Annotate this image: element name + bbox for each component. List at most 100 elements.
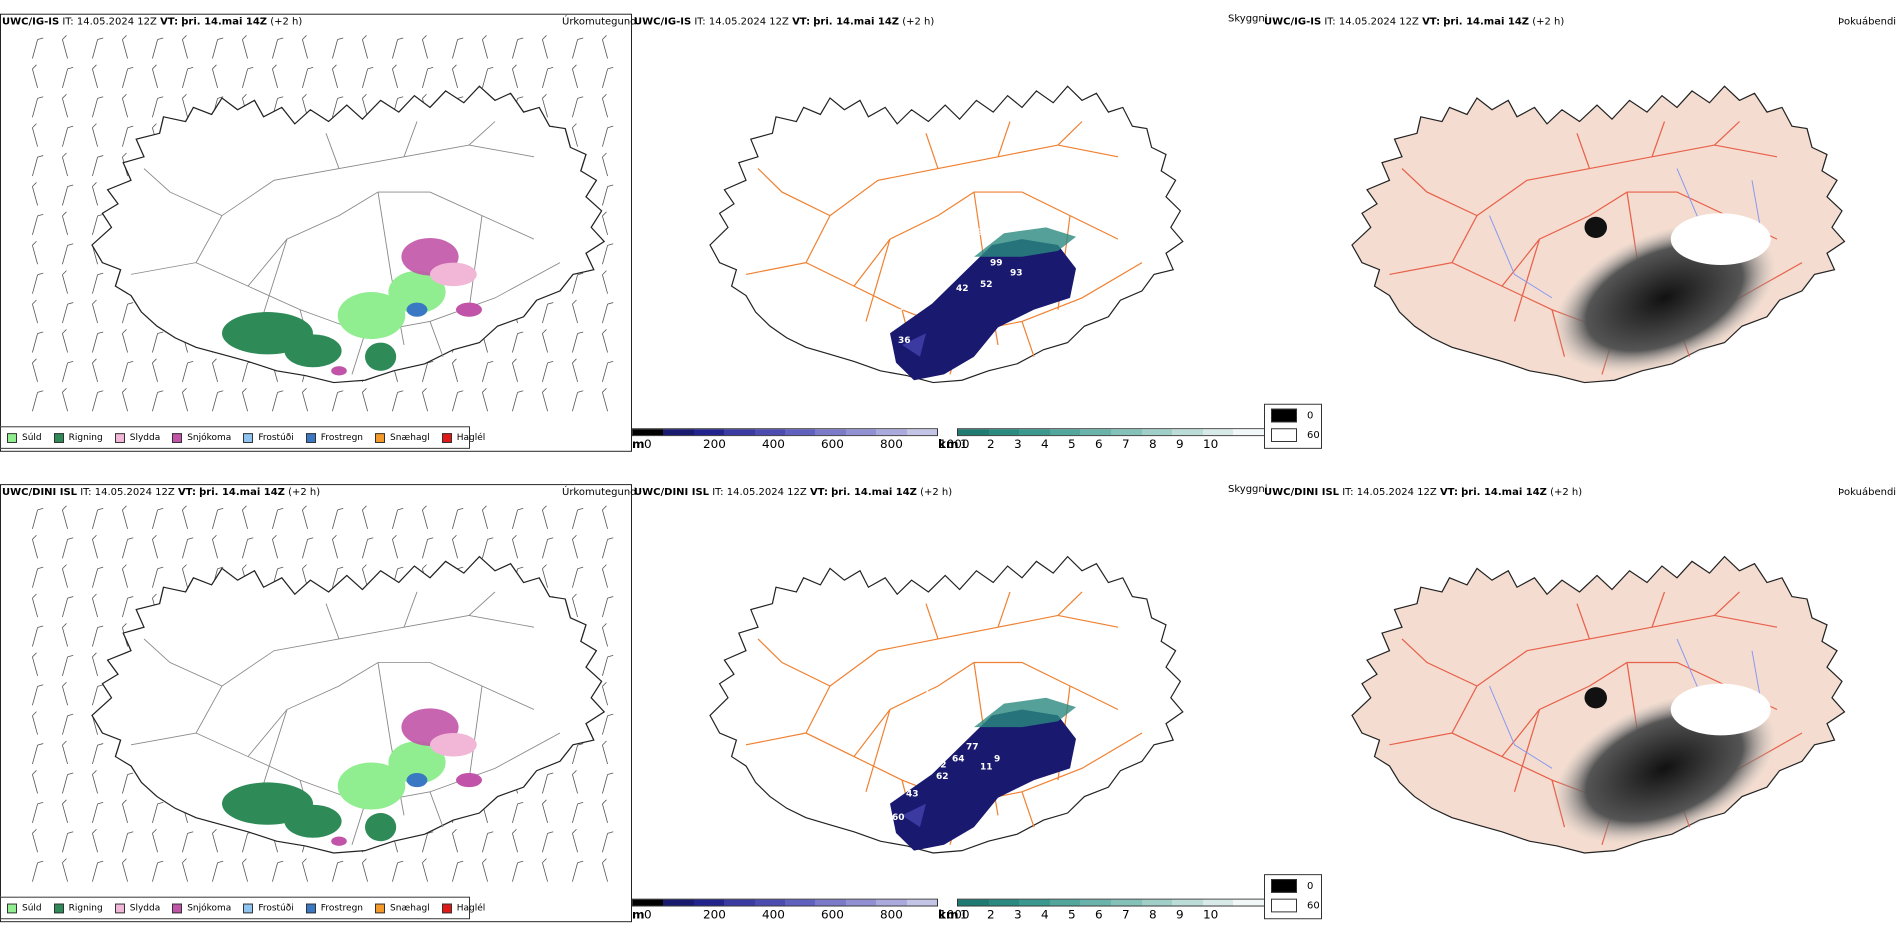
legend-item-2: Slydda bbox=[114, 903, 160, 913]
cloud-base-unit: m bbox=[632, 907, 645, 922]
vt-value: þri. 14.mai 14Z bbox=[1461, 487, 1547, 498]
legend-swatch bbox=[243, 903, 254, 913]
it-value: 14.05.2024 12Z bbox=[1338, 16, 1419, 28]
legend-swatch bbox=[305, 903, 316, 913]
cloud-base-tick: 600 bbox=[821, 437, 844, 451]
fog-header: UWC/IG-IS IT: 14.05.2024 12Z VT: þri. 14… bbox=[1264, 17, 1564, 28]
legend-item-7: Haglél bbox=[441, 903, 486, 913]
fog-scale: 0 60 bbox=[1264, 874, 1322, 920]
legend-swatch bbox=[375, 903, 386, 913]
fog-scale-label: 0 bbox=[1307, 880, 1314, 892]
legend-label: Frostregn bbox=[320, 432, 364, 443]
vt-label: VT: bbox=[1439, 487, 1458, 498]
visibility-tick: 9 bbox=[1176, 437, 1184, 451]
coastline bbox=[709, 555, 1184, 854]
legend-item-4: Frostúði bbox=[243, 903, 294, 913]
lead-time: (+2 h) bbox=[920, 487, 953, 498]
vt-label: VT: bbox=[160, 16, 179, 28]
visibility-tick: 10 bbox=[1203, 437, 1219, 451]
forecast-row-1: UWC/IG-IS IT: 14.05.2024 12Z VT: þri. 14… bbox=[0, 0, 1900, 466]
it-value: 14.05.2024 12Z bbox=[94, 487, 175, 498]
vt-label: VT: bbox=[792, 16, 811, 28]
precip-map-frame bbox=[0, 484, 632, 923]
visibility-tick: 5 bbox=[1068, 907, 1076, 922]
visibility-number: 62 bbox=[936, 772, 949, 782]
cloud-base-tick: 200 bbox=[703, 437, 726, 451]
legend-label: Snæhagl bbox=[390, 432, 430, 443]
visibility-tick: 2 bbox=[987, 437, 995, 451]
legend-swatch bbox=[7, 432, 17, 443]
visibility-number: 205 bbox=[944, 723, 963, 733]
visibility-header: UWC/IG-IS IT: 14.05.2024 12Z VT: þri. 14… bbox=[634, 17, 934, 28]
visibility-panel-title: Skyggni bbox=[1228, 484, 1268, 495]
legend-item-6: Snæhagl bbox=[375, 432, 430, 443]
visibility-tick: 1 bbox=[960, 437, 968, 451]
model-name: UWC/IG-IS bbox=[1264, 16, 1322, 28]
legend-swatch bbox=[305, 432, 316, 443]
model-name: UWC/IG-IS bbox=[634, 16, 692, 28]
legend-item-0: Súld bbox=[7, 432, 42, 443]
legend-swatch bbox=[53, 903, 64, 913]
precip-map bbox=[32, 505, 614, 882]
vt-label: VT: bbox=[177, 487, 196, 498]
cloud-base-tick: 400 bbox=[762, 437, 785, 451]
it-value: 14.05.2024 12Z bbox=[708, 16, 789, 28]
it-label: IT: bbox=[1324, 16, 1336, 28]
precip-type-panel: UWC/DINI ISL IT: 14.05.2024 12Z VT: þri.… bbox=[0, 470, 637, 923]
fog-header: UWC/DINI ISL IT: 14.05.2024 12Z VT: þri.… bbox=[1264, 487, 1582, 498]
fog-panel: UWC/DINI ISL IT: 14.05.2024 12Z VT: þri.… bbox=[1262, 470, 1900, 857]
legend-swatch bbox=[441, 432, 452, 443]
cloud-base-colorbar bbox=[632, 428, 938, 437]
fog-map bbox=[1351, 555, 1846, 854]
cloud-base-tick: 600 bbox=[821, 907, 844, 922]
fog-scale-swatch bbox=[1271, 428, 1297, 442]
visibility-tick: 7 bbox=[1122, 437, 1130, 451]
visibility-number: 52 bbox=[980, 280, 993, 290]
fog-map bbox=[1351, 85, 1846, 384]
coastline bbox=[91, 85, 606, 384]
it-label: IT: bbox=[694, 16, 706, 28]
coastline bbox=[709, 85, 1184, 384]
legend-item-7: Haglél bbox=[441, 432, 486, 443]
it-value: 14.05.2024 12Z bbox=[726, 487, 807, 498]
lead-time: (+2 h) bbox=[288, 487, 321, 498]
vt-value: þri. 14.mai 14Z bbox=[831, 487, 917, 498]
visibility-number: 86 bbox=[934, 706, 947, 716]
legend-label: Haglél bbox=[456, 432, 486, 443]
vt-value: þri. 14.mai 14Z bbox=[813, 16, 900, 28]
visibility-number: 99 bbox=[990, 259, 1003, 269]
fog-panel-title: Þokuábendi bbox=[1838, 487, 1897, 498]
visibility-tick: 6 bbox=[1095, 437, 1103, 451]
fog-scale-row: 0 bbox=[1271, 879, 1313, 893]
fog-scale-swatch bbox=[1271, 408, 1297, 423]
it-label: IT: bbox=[1342, 487, 1354, 498]
visibility-header: UWC/DINI ISL IT: 14.05.2024 12Z VT: þri.… bbox=[634, 487, 952, 498]
visibility-colorbar bbox=[957, 428, 1265, 437]
visibility-number: 36 bbox=[898, 336, 911, 346]
it-label: IT: bbox=[62, 16, 74, 28]
lead-time: (+2 h) bbox=[1532, 16, 1565, 28]
fog-scale-swatch bbox=[1271, 879, 1297, 893]
legend-item-3: Snjókoma bbox=[172, 903, 231, 913]
legend-item-5: Frostregn bbox=[305, 903, 363, 913]
legend-swatch bbox=[243, 432, 254, 443]
visibility-tick: 10 bbox=[1203, 907, 1219, 922]
visibility-number: 117 bbox=[962, 245, 981, 255]
visibility-number: 93 bbox=[1010, 268, 1023, 278]
precip-header: UWC/DINI ISL IT: 14.05.2024 12Z VT: þri.… bbox=[2, 487, 320, 498]
model-name: UWC/DINI ISL bbox=[2, 487, 78, 498]
fog-panel: UWC/IG-IS IT: 14.05.2024 12Z VT: þri. 14… bbox=[1262, 0, 1900, 387]
visibility-unit: km bbox=[938, 907, 959, 922]
legend-label: Súld bbox=[22, 903, 42, 913]
it-value: 14.05.2024 12Z bbox=[1356, 487, 1437, 498]
legend-label: Frostúði bbox=[258, 903, 294, 913]
model-name: UWC/DINI ISL bbox=[634, 487, 710, 498]
legend-label: Haglél bbox=[456, 903, 486, 913]
legend-label: Frostúði bbox=[258, 432, 294, 443]
legend-label: Rigning bbox=[68, 903, 103, 913]
fog-scale-row: 60 bbox=[1271, 428, 1320, 442]
visibility-tick: 4 bbox=[1041, 437, 1049, 451]
legend-label: Snjókoma bbox=[187, 903, 232, 913]
legend-item-3: Snjókoma bbox=[172, 432, 231, 443]
visibility-number: 11 bbox=[980, 762, 993, 772]
